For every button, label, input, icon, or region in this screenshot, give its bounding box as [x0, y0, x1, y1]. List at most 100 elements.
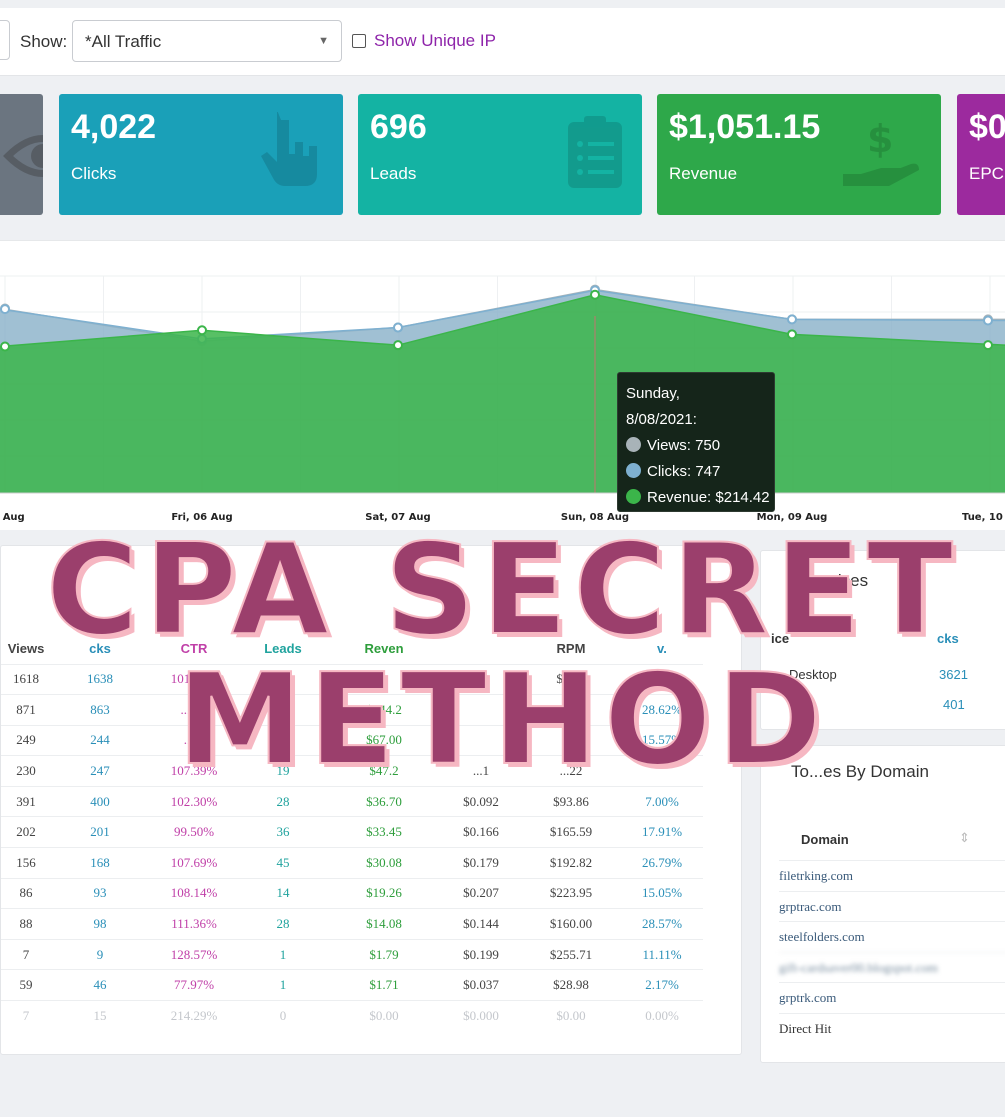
tooltip-date: 8/08/2021:: [626, 411, 697, 428]
cell-epc: $0.179: [441, 847, 521, 879]
cell-conv: 28.57%: [621, 908, 703, 940]
table-row[interactable]: 249 244...% 38 $67.00 ...0 15.57%: [1, 724, 703, 756]
data-point-clicks: [787, 314, 797, 325]
domain-row[interactable]: steelfolders.com: [779, 921, 1005, 952]
col-clicks[interactable]: cks: [89, 641, 111, 657]
domain-row[interactable]: gift-cardsaver00.blogspot.com: [779, 951, 1005, 983]
cell-rpm: ...47: [521, 694, 621, 726]
cell-rpm: $93.86: [521, 785, 621, 817]
cell-epc: ...1: [441, 755, 521, 787]
chart-tooltip: Sunday, 8/08/2021: Views: 750 Clicks: 74…: [617, 372, 775, 512]
eye-icon: [3, 116, 43, 196]
domains-col-domain[interactable]: Domain: [801, 832, 849, 847]
cell-rpm: $160.00: [521, 908, 621, 940]
table-row[interactable]: 391 400 102.30% 28 $36.70 $0.092 $93.86 7.00%: [1, 785, 703, 817]
domain-row[interactable]: grptrk.com: [779, 982, 1005, 1013]
table-row[interactable]: 86 93 108.14% 14 $19.26 $0.207 $223.95 15.05%: [1, 877, 703, 909]
table-row[interactable]: 871 863 ...8% 247 $244.2 ...47 28.62%: [1, 694, 703, 726]
cell-views: 59: [1, 969, 51, 1001]
x-tick-label: 05 Aug: [0, 512, 25, 523]
devices-col-device[interactable]: ice: [771, 631, 790, 646]
cell-clicks: 9: [51, 938, 149, 970]
cell-rpm: ...22: [521, 755, 621, 787]
cell-ctr: ...%: [149, 724, 239, 756]
cell-leads: 1: [239, 969, 327, 1001]
cell-rpm: $165.59: [521, 816, 621, 848]
tooltip-day: Sunday,: [626, 385, 680, 402]
col-conv[interactable]: v.: [657, 641, 667, 657]
table-row[interactable]: 59 46 77.97% 1 $1.71 $0.037 $28.98 2.17%: [1, 969, 703, 1001]
col-rpm[interactable]: RPM: [556, 641, 586, 657]
devices-col-clicks[interactable]: cks: [937, 631, 959, 646]
col-ctr[interactable]: CTR: [180, 641, 208, 657]
cell-conv: 26.79%: [621, 847, 703, 879]
stat-card-revenue: $1,051.15 Revenue $: [657, 94, 941, 215]
cell-rpm: $223.95: [521, 877, 621, 909]
epc-label: EPC: [969, 164, 1004, 183]
cell-rpm: $0.00: [521, 1000, 621, 1032]
cell-revenue: $30.08: [327, 847, 441, 879]
device-desktop-clicks: 3621: [939, 667, 968, 682]
cell-ctr: 107.39%: [149, 755, 239, 787]
cell-conv: 15.57%: [621, 724, 703, 756]
cell-clicks: 244: [51, 724, 149, 756]
data-point-revenue: [983, 340, 993, 351]
cell-leads: 45: [239, 847, 327, 879]
cell-conv: 7.00%: [621, 785, 703, 817]
tooltip-views-row: Views: 750: [626, 433, 766, 459]
cell-revenue: $33.45: [327, 816, 441, 848]
cell-ctr: 99.50%: [149, 816, 239, 848]
col-views[interactable]: Views: [7, 641, 45, 657]
cell-epc: [441, 694, 521, 726]
epc-value: $0: [969, 108, 1005, 146]
domain-row[interactable]: filetrking.com: [779, 860, 1005, 891]
cell-leads: 38: [239, 724, 327, 756]
traffic-filter-select[interactable]: *All Traffic ▼: [72, 20, 342, 62]
col-revenue[interactable]: Reven: [364, 641, 404, 657]
cell-epc: $0.000: [441, 1000, 521, 1032]
cell-rpm: $...38: [521, 663, 621, 695]
tooltip-clicks: Clicks: 747: [647, 463, 721, 480]
domain-row[interactable]: grptrac.com: [779, 890, 1005, 922]
stat-card-views: [0, 94, 43, 215]
domains-title: To...es By Domain: [791, 762, 929, 781]
cell-revenue: $1.79: [327, 938, 441, 970]
sort-icon[interactable]: ⇕: [959, 830, 970, 845]
devices-panel: Op...ices ice cks Desktop 3621 Mo... 401: [760, 550, 1005, 730]
clicks-label: Clicks: [71, 164, 117, 183]
unique-ip-label[interactable]: Show Unique IP: [374, 31, 496, 50]
table-row[interactable]: 202 201 99.50% 36 $33.45 $0.166 $165.59 17.91%: [1, 816, 703, 848]
cell-clicks: 98: [51, 908, 149, 940]
date-range-picker[interactable]: [0, 20, 10, 60]
data-point-revenue: [590, 289, 600, 300]
cell-revenue: $67.00: [327, 724, 441, 756]
cell-epc: $0.037: [441, 969, 521, 1001]
revenue-legend-dot: [626, 489, 641, 504]
table-row[interactable]: 156 168 107.69% 45 $30.08 $0.179 $192.82 26.79%: [1, 847, 703, 879]
cell-conv: [621, 755, 703, 787]
table-row[interactable]: 1618 1638 101.24% 239 $...38: [1, 663, 703, 695]
unique-ip-checkbox[interactable]: [352, 34, 366, 48]
table-row[interactable]: 7 9 128.57% 1 $1.79 $0.199 $255.71 11.11%: [1, 938, 703, 970]
data-point-revenue: [197, 325, 207, 336]
cell-views: 156: [1, 847, 51, 879]
cell-ctr: 111.36%: [149, 908, 239, 940]
x-tick-label: Tue, 10 A: [962, 512, 1005, 523]
col-leads[interactable]: Leads: [264, 641, 302, 657]
cell-epc: $0.166: [441, 816, 521, 848]
stats-table-body: 1618 1638 101.24% 239 $...38 871 863 ...8% 247 $2…: [1, 663, 703, 1032]
cell-clicks: 201: [51, 816, 149, 848]
table-row[interactable]: 88 98 111.36% 28 $14.08 $0.144 $160.00 28.57%: [1, 908, 703, 940]
domain-row[interactable]: Direct Hit: [779, 1012, 1005, 1044]
cell-leads: 247: [239, 694, 327, 726]
x-tick-label: Sun, 08 Aug: [561, 512, 629, 523]
cell-conv: [621, 663, 703, 695]
table-row[interactable]: 230 247 107.39% 19 $47.2 ...1 ...22: [1, 755, 703, 787]
data-point-revenue: [787, 329, 797, 340]
cell-ctr: 128.57%: [149, 938, 239, 970]
table-row[interactable]: 7 15 214.29% 0 $0.00 $0.000 $0.00 0.00%: [1, 1000, 703, 1032]
cell-views: 86: [1, 877, 51, 909]
device-row-desktop: Desktop: [789, 667, 837, 682]
stats-table-panel: Views cks CTR Leads Reven RPM v. 1618 163…: [0, 545, 742, 1055]
cell-clicks: 93: [51, 877, 149, 909]
